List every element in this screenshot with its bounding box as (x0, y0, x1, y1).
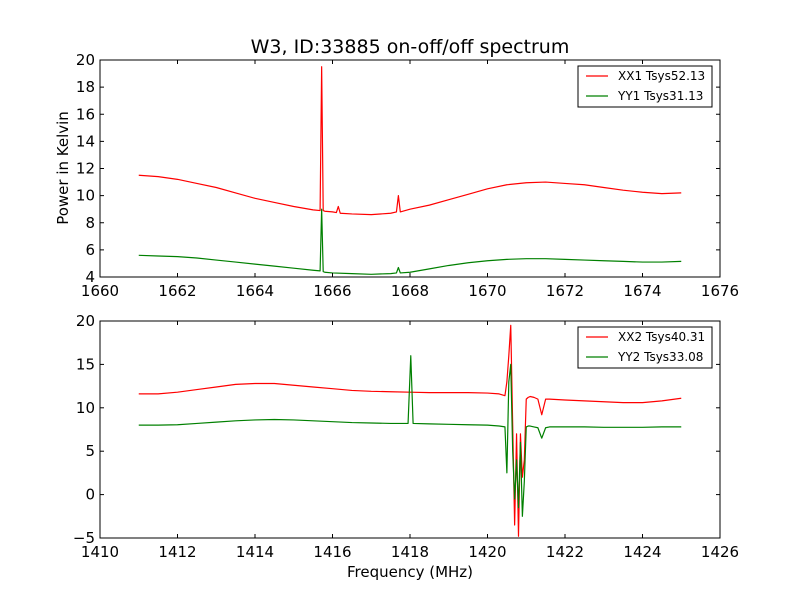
top-legend: XX1 Tsys52.13 YY1 Tsys31.13 (577, 65, 713, 108)
bottom-plot-panel: 1410 1412 1414 1416 1418 1420 1422 1424 1426 −5 0 5… (73, 312, 739, 581)
bottom-legend-label-1: YY2 Tsys33.08 (617, 350, 703, 364)
bottom-legend: XX2 Tsys40.31 YY2 Tsys33.08 (577, 326, 713, 369)
bottom-xtick-label-5: 1420 (468, 543, 506, 561)
bottom-xtick-label-3: 1416 (313, 543, 351, 561)
top-xtick-label-1: 1662 (158, 282, 196, 300)
bottom-xtick-label-7: 1424 (623, 543, 661, 561)
top-ytick-label-8: 20 (76, 51, 95, 69)
top-plot-panel: 1660 1662 1664 1666 1668 1670 1672 1674 1676 4 6 8 1… (54, 51, 739, 300)
top-xtick-label-3: 1666 (313, 282, 351, 300)
top-ytick-label-0: 4 (85, 268, 95, 286)
bottom-xtick-label-6: 1422 (546, 543, 584, 561)
top-series-group (138, 66, 682, 275)
chart-title: W3, ID:33885 on-off/off spectrum (251, 36, 570, 58)
top-xtick-label-6: 1672 (546, 282, 584, 300)
top-ticks-group: 1660 1662 1664 1666 1668 1670 1672 1674 1676 4 6 8 1… (76, 51, 739, 300)
top-xtick-label-0: 1660 (81, 282, 119, 300)
top-series-line-0 (138, 66, 682, 216)
top-ytick-label-4: 12 (76, 160, 95, 178)
top-legend-label-0: XX1 Tsys52.13 (618, 69, 705, 83)
top-xtick-label-4: 1668 (391, 282, 429, 300)
top-xtick-label-7: 1674 (623, 282, 661, 300)
bottom-ticks-group: 1410 1412 1414 1416 1418 1420 1422 1424 1426 −5 0 5… (73, 312, 739, 561)
top-series-line-1 (138, 208, 682, 275)
bottom-ytick-label-2: 5 (85, 442, 95, 460)
bottom-xtick-label-1: 1412 (158, 543, 196, 561)
bottom-xtick-label-8: 1426 (701, 543, 739, 561)
top-ytick-label-1: 6 (85, 241, 95, 259)
bottom-series-group (138, 324, 682, 537)
top-xtick-label-2: 1664 (236, 282, 274, 300)
bottom-xtick-label-4: 1418 (391, 543, 429, 561)
bottom-legend-box (577, 326, 713, 369)
bottom-ytick-label-5: 20 (76, 312, 95, 330)
bottom-ytick-label-0: −5 (73, 529, 95, 547)
bottom-legend-label-0: XX2 Tsys40.31 (618, 330, 705, 344)
bottom-series-line-0 (138, 324, 682, 537)
top-ytick-label-5: 14 (76, 132, 95, 150)
bottom-xtick-label-2: 1414 (236, 543, 274, 561)
top-ylabel: Power in Kelvin (54, 111, 72, 225)
bottom-series-line-1 (138, 355, 682, 517)
top-ytick-label-7: 18 (76, 78, 95, 96)
top-legend-box (577, 65, 713, 108)
bottom-xtick-label-0: 1410 (81, 543, 119, 561)
bottom-ytick-label-1: 0 (85, 486, 95, 504)
top-ytick-label-6: 16 (76, 105, 95, 123)
top-xtick-label-5: 1670 (468, 282, 506, 300)
top-xtick-label-8: 1676 (701, 282, 739, 300)
bottom-ytick-label-3: 10 (76, 399, 95, 417)
bottom-xlabel: Frequency (MHz) (347, 563, 473, 581)
top-ytick-label-2: 8 (85, 214, 95, 232)
bottom-ytick-label-4: 15 (76, 355, 95, 373)
top-ytick-label-3: 10 (76, 187, 95, 205)
top-legend-label-1: YY1 Tsys31.13 (617, 89, 703, 103)
